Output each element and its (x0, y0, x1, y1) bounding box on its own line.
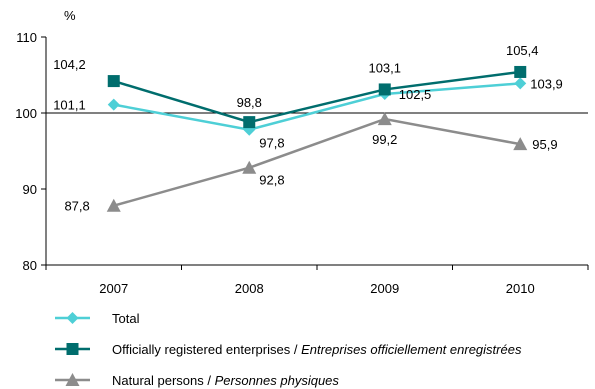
series-2 (106, 112, 528, 212)
series-line (113, 117, 521, 207)
series-layer (106, 65, 528, 212)
data-label: 104,2 (53, 57, 86, 72)
data-label: 87,8 (64, 199, 89, 214)
axes: 80 90 100 110 2007 2008 2009 2010 (15, 30, 589, 296)
series-line (113, 70, 521, 124)
data-point (514, 77, 527, 90)
data-label: 103,9 (530, 76, 563, 91)
data-label: 95,9 (532, 137, 557, 152)
series-1 (107, 65, 527, 129)
data-point (378, 83, 391, 96)
data-label: 105,4 (506, 43, 539, 58)
x-tick-label: 2007 (99, 281, 128, 296)
y-tick-label: 90 (23, 182, 37, 197)
x-tick-label: 2010 (506, 281, 535, 296)
data-point (107, 75, 120, 88)
legend-item-0: Total (55, 311, 140, 326)
data-labels: 101,1 97,8 102,5 103,9 104,2 98,8 103,1 105,4 87… (53, 43, 563, 214)
legend: Total Officially registered enterprises /… (55, 311, 522, 388)
legend-marker (66, 312, 79, 324)
data-point (106, 198, 121, 212)
data-point (513, 137, 528, 151)
y-tick-label: 80 (23, 258, 37, 273)
legend-label: Total (112, 311, 140, 326)
legend-item-2: Natural persons / Personnes physiques (55, 373, 339, 388)
series-line (113, 82, 521, 132)
legend-item-1: Officially registered enterprises / Entr… (55, 342, 522, 357)
data-label: 98,8 (237, 95, 262, 110)
data-point (243, 116, 256, 129)
legend-label: Officially registered enterprises / Entr… (112, 342, 522, 357)
y-tick-label: 110 (16, 30, 37, 45)
data-label: 99,2 (372, 132, 397, 147)
data-label: 102,5 (399, 87, 432, 102)
legend-marker (65, 373, 80, 386)
data-label: 101,1 (53, 98, 86, 113)
legend-label: Natural persons / Personnes physiques (112, 373, 339, 388)
data-point (514, 65, 527, 78)
x-tick-label: 2009 (370, 281, 399, 296)
unit-label: % (64, 8, 76, 23)
data-point (377, 112, 392, 126)
data-point (242, 160, 257, 174)
x-tick-label: 2008 (235, 281, 264, 296)
data-point (107, 98, 120, 111)
y-tick-label: 100 (15, 106, 37, 121)
data-label: 97,8 (259, 136, 284, 151)
legend-marker (66, 343, 79, 355)
data-label: 103,1 (368, 60, 401, 75)
data-label: 92,8 (259, 173, 284, 188)
